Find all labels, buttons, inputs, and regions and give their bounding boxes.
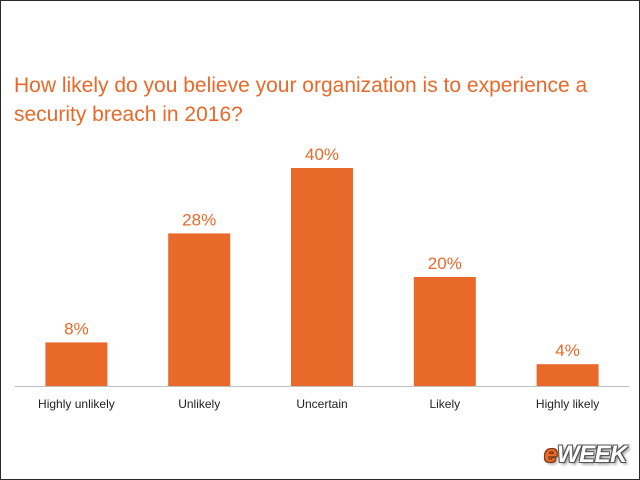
eweek-logo-e: e — [544, 441, 557, 468]
value-label-3: 20% — [428, 254, 462, 273]
category-label-2: Uncertain — [296, 397, 347, 411]
category-labels-group: Highly unlikely Unlikely Uncertain Likely Hi… — [38, 397, 599, 411]
value-label-1: 28% — [182, 210, 216, 229]
eweek-logo-week: WEEK — [557, 441, 628, 468]
bar-0 — [45, 342, 108, 386]
value-label-4: 4% — [555, 341, 580, 360]
eweek-logo: eWEEK — [544, 441, 627, 469]
bar-2 — [291, 168, 353, 386]
category-label-0: Highly unlikely — [38, 397, 115, 411]
chart-title: How likely do you believe your organizat… — [14, 74, 588, 126]
category-label-3: Likely — [429, 397, 460, 411]
bar-1 — [168, 233, 231, 386]
bar-4 — [536, 364, 599, 386]
value-labels-group: 8% 28% 40% 20% 4% — [64, 145, 580, 360]
value-label-0: 8% — [64, 319, 89, 338]
bars-group — [45, 168, 599, 386]
category-label-4: Highly likely — [536, 397, 599, 411]
bar-3 — [413, 277, 476, 386]
category-label-1: Unlikely — [178, 397, 220, 411]
value-label-2: 40% — [305, 145, 339, 164]
